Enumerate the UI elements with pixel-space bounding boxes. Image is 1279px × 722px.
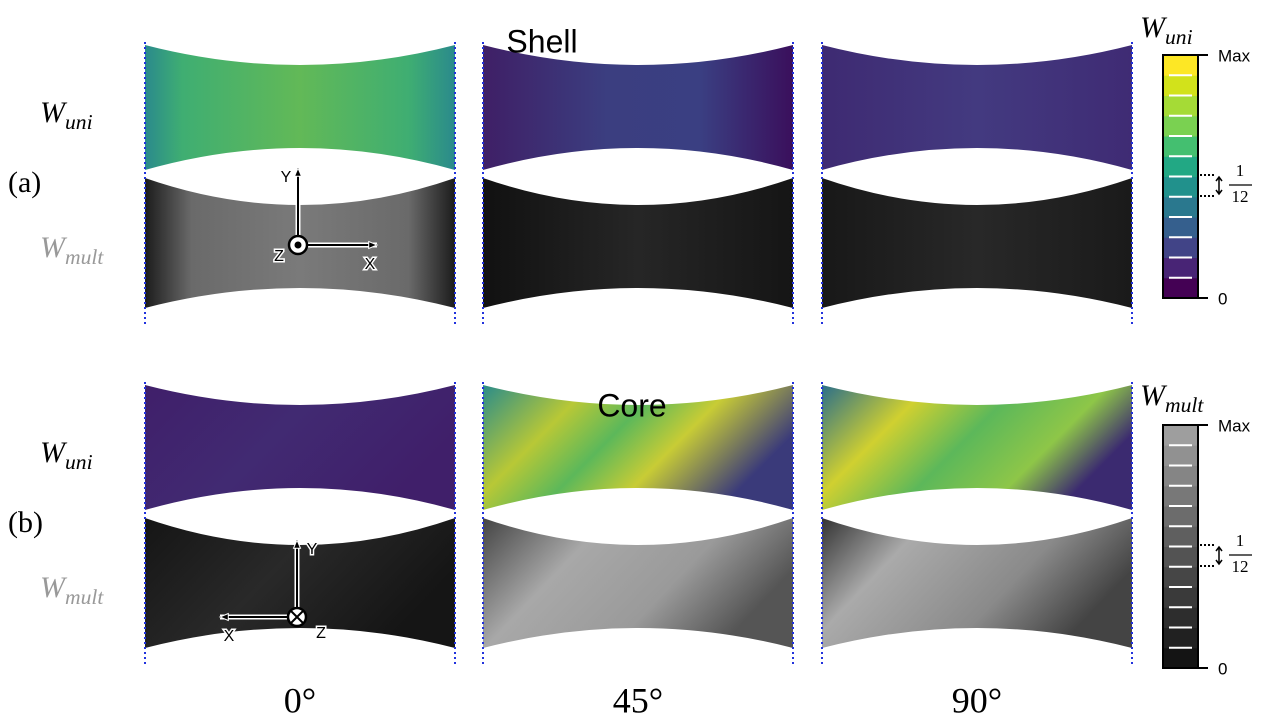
specimen-uni-map [822, 45, 1132, 170]
specimen-uni-map [483, 385, 793, 510]
colorbar-max: Max [1218, 46, 1251, 65]
colorbar-step [1163, 237, 1198, 258]
specimen-mult-map [145, 518, 455, 648]
colorbar-step [1163, 445, 1198, 466]
angle-label: 45° [613, 680, 663, 720]
arrow-head [218, 612, 229, 622]
axis-label: Y [281, 169, 292, 186]
colorbar-step [1163, 176, 1198, 198]
colorbar-min: 0 [1218, 659, 1227, 678]
row-label: (b) [8, 506, 43, 539]
colorbar-step [1163, 115, 1198, 137]
axis-label: Z [274, 248, 284, 265]
colorbar-step [1163, 75, 1198, 96]
colorbar-frame [1162, 54, 1199, 299]
colorbar-step [1163, 607, 1198, 628]
colorbar-step [1163, 196, 1198, 218]
arrow-head [293, 166, 303, 177]
colorbar-step [1163, 95, 1198, 117]
arrow-head [368, 240, 379, 250]
colorbar-step [1163, 647, 1198, 669]
step-numerator: 1 [1236, 161, 1245, 180]
step-arrow [1215, 175, 1223, 196]
colorbar-step [1163, 546, 1198, 568]
colorbar-title: Wmult [1140, 379, 1204, 417]
colorbar-frame [1162, 424, 1199, 669]
colorbar-min: 0 [1218, 289, 1227, 308]
axis-label: Y [307, 541, 318, 558]
colorbar-step [1163, 506, 1198, 527]
specimen-uni-map [145, 385, 455, 510]
specimen-uni-map [483, 45, 793, 170]
colorbar-step [1163, 526, 1198, 547]
colorbar-step [1163, 627, 1198, 649]
specimen-mult-map [822, 518, 1132, 648]
arrow-head [292, 538, 302, 549]
colorbar-step [1163, 485, 1198, 507]
colorbar-step [1163, 587, 1198, 608]
step-numerator: 1 [1236, 531, 1245, 550]
colorbar-step [1163, 425, 1198, 446]
colorbar-step [1163, 257, 1198, 279]
field-label: Wuni [40, 96, 93, 134]
colorbar-step [1163, 465, 1198, 487]
axis-label: Z [316, 625, 326, 642]
z-axis-cross [290, 610, 304, 624]
colorbar-step [1163, 55, 1198, 76]
axis-label: X [365, 256, 376, 273]
section-title: Core [597, 387, 666, 423]
field-label: Wuni [40, 436, 93, 474]
field-label: Wmult [40, 571, 104, 609]
specimen-uni-map [145, 45, 455, 170]
field-label: Wmult [40, 231, 104, 269]
axis-label: X [224, 628, 235, 645]
colorbar-step [1163, 217, 1198, 238]
angle-label: 90° [952, 680, 1002, 720]
colorbar-title: Wuni [1140, 11, 1193, 49]
angle-label: 0° [284, 680, 316, 720]
colorbar-max: Max [1218, 416, 1251, 435]
colorbar-step [1163, 566, 1198, 588]
colorbar-step [1163, 156, 1198, 177]
row-label: (a) [8, 166, 41, 199]
colorbar-step [1163, 136, 1198, 157]
step-denominator: 12 [1232, 187, 1249, 206]
specimen-mult-map [483, 518, 793, 648]
z-axis-dot [294, 241, 302, 249]
specimen-mult-map [822, 178, 1132, 308]
step-arrow [1215, 545, 1223, 566]
specimen-uni-map [822, 385, 1132, 510]
section-title: Shell [506, 23, 577, 59]
colorbar-step [1163, 277, 1198, 299]
specimen-mult-map [483, 178, 793, 308]
step-denominator: 12 [1232, 557, 1249, 576]
